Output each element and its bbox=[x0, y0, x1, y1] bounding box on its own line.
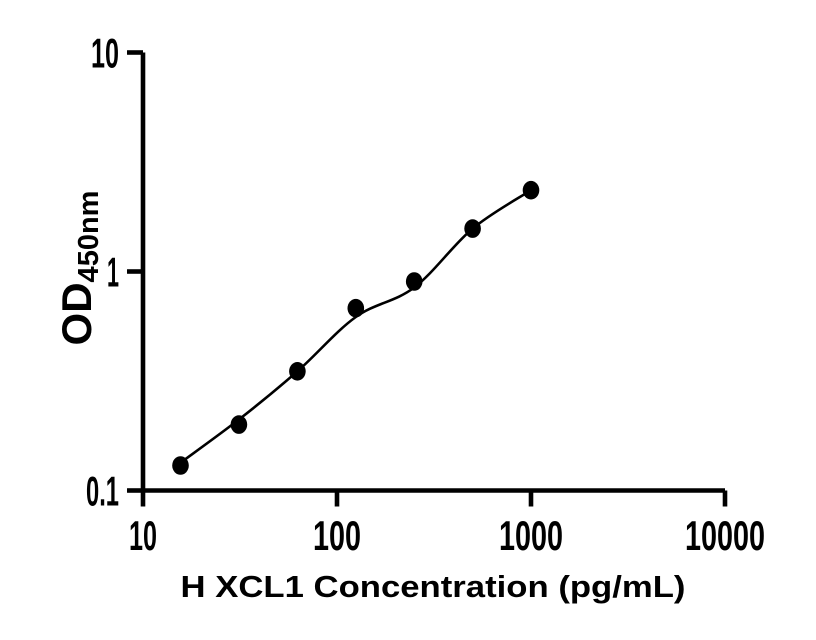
y-axis-title-main: OD bbox=[53, 282, 100, 345]
x-tick-label: 10 bbox=[129, 512, 157, 559]
data-point bbox=[289, 362, 306, 381]
x-axis-title: H XCL1 Concentration (pg/mL) bbox=[181, 569, 686, 604]
data-point bbox=[522, 180, 540, 200]
data-point bbox=[405, 272, 423, 291]
y-axis-title-subscript: 450nm bbox=[73, 191, 105, 283]
y-axis-title: OD450nm bbox=[53, 191, 105, 346]
x-tick-label: 1000 bbox=[499, 512, 563, 559]
svg-text:OD450nm: OD450nm bbox=[53, 191, 105, 346]
y-tick-label: 1 bbox=[107, 249, 119, 296]
y-tick-label: 0.1 bbox=[86, 468, 119, 515]
x-tick-label: 100 bbox=[313, 512, 361, 559]
y-tick-label: 10 bbox=[91, 30, 119, 77]
data-point bbox=[230, 415, 248, 434]
data-point bbox=[172, 456, 189, 475]
data-point bbox=[464, 219, 481, 238]
x-tick-label: 10000 bbox=[685, 512, 765, 559]
data-point bbox=[347, 298, 365, 318]
